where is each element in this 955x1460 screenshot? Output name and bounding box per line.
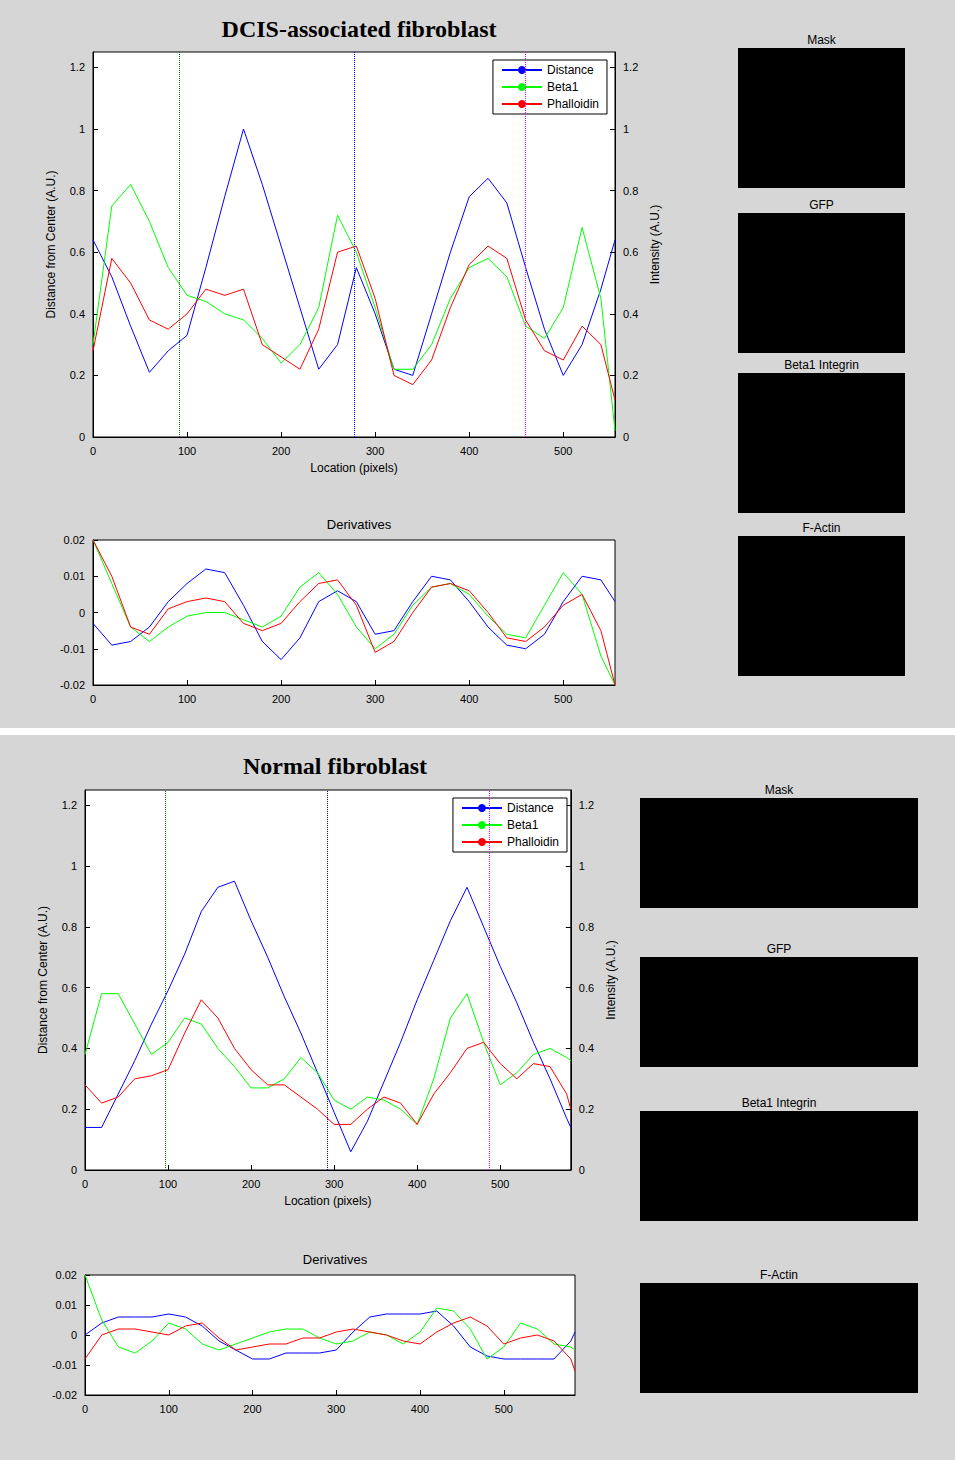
svg-text:0.01: 0.01 bbox=[64, 570, 85, 582]
svg-text:0.6: 0.6 bbox=[579, 982, 594, 994]
svg-text:400: 400 bbox=[408, 1178, 426, 1190]
html-text:GFP: GFP bbox=[809, 198, 834, 212]
svg-text:100: 100 bbox=[160, 1403, 178, 1415]
svg-text:0.02: 0.02 bbox=[56, 1269, 77, 1281]
svg-text:Phalloidin: Phalloidin bbox=[547, 97, 599, 111]
svg-text:DCIS-associated fibroblast: DCIS-associated fibroblast bbox=[222, 16, 497, 42]
svg-text:200: 200 bbox=[272, 693, 290, 705]
svg-text:0.4: 0.4 bbox=[579, 1042, 594, 1054]
svg-text:1: 1 bbox=[79, 123, 85, 135]
svg-text:0: 0 bbox=[79, 607, 85, 619]
svg-text:300: 300 bbox=[327, 1403, 345, 1415]
svg-text:0.8: 0.8 bbox=[579, 921, 594, 933]
svg-text:Distance: Distance bbox=[547, 63, 594, 77]
svg-text:100: 100 bbox=[178, 693, 196, 705]
svg-text:Derivatives: Derivatives bbox=[303, 1252, 368, 1267]
svg-text:1.2: 1.2 bbox=[579, 799, 594, 811]
svg-text:Distance from Center (A.U.): Distance from Center (A.U.) bbox=[36, 906, 50, 1054]
svg-text:Intensity (A.U.): Intensity (A.U.) bbox=[648, 205, 662, 284]
html-text:F-Actin: F-Actin bbox=[760, 1268, 798, 1282]
svg-text:-0.02: -0.02 bbox=[60, 679, 85, 691]
svg-text:0.4: 0.4 bbox=[62, 1042, 77, 1054]
svg-text:0.02: 0.02 bbox=[64, 534, 85, 546]
svg-text:0.2: 0.2 bbox=[62, 1103, 77, 1115]
svg-text:0.4: 0.4 bbox=[623, 308, 638, 320]
svg-text:100: 100 bbox=[159, 1178, 177, 1190]
svg-text:500: 500 bbox=[491, 1178, 509, 1190]
svg-text:Location (pixels): Location (pixels) bbox=[310, 461, 397, 475]
svg-text:0.6: 0.6 bbox=[62, 982, 77, 994]
svg-text:300: 300 bbox=[325, 1178, 343, 1190]
svg-text:0: 0 bbox=[82, 1178, 88, 1190]
svg-text:300: 300 bbox=[366, 445, 384, 457]
svg-text:0.8: 0.8 bbox=[623, 185, 638, 197]
svg-text:1.2: 1.2 bbox=[623, 61, 638, 73]
svg-text:Derivatives: Derivatives bbox=[327, 517, 392, 532]
svg-text:Beta1: Beta1 bbox=[547, 80, 579, 94]
svg-text:200: 200 bbox=[242, 1178, 260, 1190]
html-text:Beta1 Integrin: Beta1 Integrin bbox=[784, 358, 859, 372]
svg-text:0: 0 bbox=[71, 1164, 77, 1176]
svg-text:400: 400 bbox=[460, 693, 478, 705]
svg-text:-0.02: -0.02 bbox=[52, 1389, 77, 1401]
svg-text:-0.01: -0.01 bbox=[60, 643, 85, 655]
svg-text:Intensity (A.U.): Intensity (A.U.) bbox=[604, 940, 618, 1019]
svg-text:500: 500 bbox=[554, 693, 572, 705]
svg-text:400: 400 bbox=[411, 1403, 429, 1415]
svg-text:0.2: 0.2 bbox=[623, 369, 638, 381]
svg-text:500: 500 bbox=[495, 1403, 513, 1415]
svg-text:1: 1 bbox=[71, 860, 77, 872]
html-text:Beta1 Integrin: Beta1 Integrin bbox=[741, 1096, 817, 1110]
svg-text:1.2: 1.2 bbox=[62, 799, 77, 811]
svg-text:Phalloidin: Phalloidin bbox=[507, 835, 559, 849]
svg-text:0: 0 bbox=[79, 431, 85, 443]
svg-text:0: 0 bbox=[623, 431, 629, 443]
svg-text:0.6: 0.6 bbox=[623, 246, 638, 258]
svg-text:1: 1 bbox=[623, 123, 629, 135]
svg-text:Distance from Center (A.U.): Distance from Center (A.U.) bbox=[44, 170, 58, 318]
svg-text:0.2: 0.2 bbox=[579, 1103, 594, 1115]
svg-text:200: 200 bbox=[272, 445, 290, 457]
html-text:F-Actin: F-Actin bbox=[802, 521, 841, 535]
svg-text:200: 200 bbox=[243, 1403, 261, 1415]
svg-text:Distance: Distance bbox=[507, 801, 554, 815]
svg-text:0: 0 bbox=[90, 445, 96, 457]
svg-text:500: 500 bbox=[554, 445, 572, 457]
svg-text:Beta1: Beta1 bbox=[507, 818, 539, 832]
svg-text:Normal fibroblast: Normal fibroblast bbox=[243, 753, 427, 779]
html-text:Mask: Mask bbox=[764, 783, 794, 797]
svg-text:100: 100 bbox=[178, 445, 196, 457]
svg-text:0.4: 0.4 bbox=[70, 308, 85, 320]
svg-text:0: 0 bbox=[579, 1164, 585, 1176]
svg-text:0.8: 0.8 bbox=[70, 185, 85, 197]
svg-text:0.2: 0.2 bbox=[70, 369, 85, 381]
svg-text:0: 0 bbox=[90, 693, 96, 705]
svg-text:1.2: 1.2 bbox=[70, 61, 85, 73]
html-text:Mask: Mask bbox=[807, 33, 836, 47]
svg-text:0.6: 0.6 bbox=[70, 246, 85, 258]
svg-text:400: 400 bbox=[460, 445, 478, 457]
html-text:GFP: GFP bbox=[766, 942, 792, 956]
svg-text:1: 1 bbox=[579, 860, 585, 872]
svg-text:-0.01: -0.01 bbox=[52, 1359, 77, 1371]
svg-text:0.01: 0.01 bbox=[56, 1299, 77, 1311]
svg-text:Location (pixels): Location (pixels) bbox=[284, 1194, 371, 1208]
svg-text:300: 300 bbox=[366, 693, 384, 705]
svg-text:0: 0 bbox=[82, 1403, 88, 1415]
svg-text:0.8: 0.8 bbox=[62, 921, 77, 933]
svg-text:0: 0 bbox=[71, 1329, 77, 1341]
